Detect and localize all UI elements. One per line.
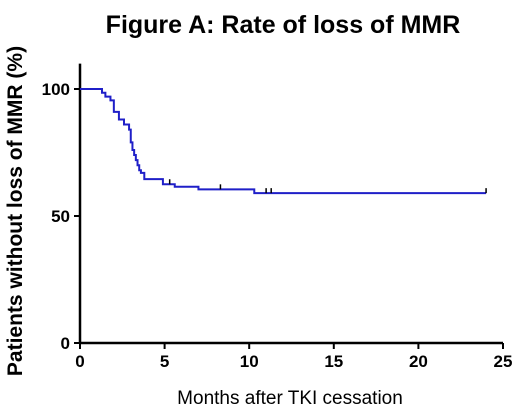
survival-curve: [80, 88, 487, 195]
x-tick-label: 5: [160, 352, 169, 371]
axes: 0 5 10 15 20 25 0 50 100: [42, 63, 513, 371]
y-tick-label: 0: [61, 334, 70, 353]
y-tick-label: 50: [51, 207, 70, 226]
chart-title: Figure A: Rate of loss of MMR: [106, 11, 461, 39]
x-tick-label: 0: [75, 352, 84, 371]
x-tick-label: 15: [324, 352, 343, 371]
y-axis-label: Patients without loss of MMR (%): [4, 46, 27, 376]
plot-area: [80, 88, 487, 195]
x-axis-label: Months after TKI cessation: [177, 388, 403, 409]
x-tick-label: 20: [409, 352, 428, 371]
y-tick-label: 100: [42, 80, 70, 99]
x-tick-label: 25: [494, 352, 513, 371]
x-tick-label: 10: [240, 352, 259, 371]
